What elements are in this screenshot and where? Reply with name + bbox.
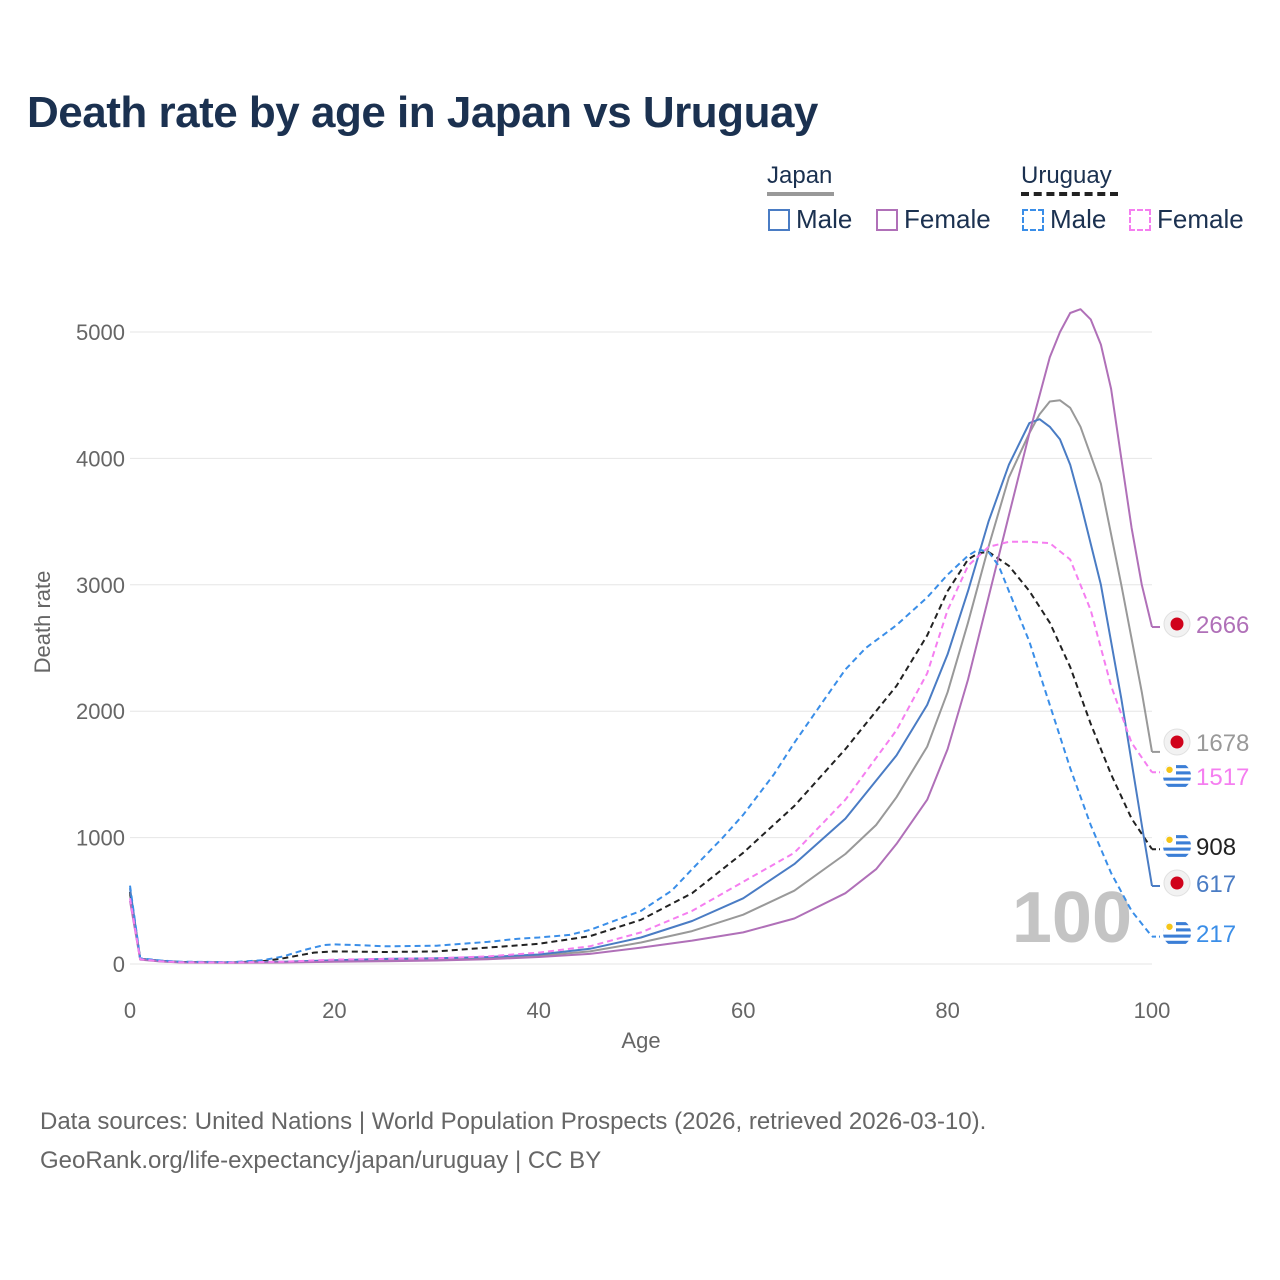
x-tick-label-100: 100 (1134, 998, 1171, 1023)
uruguay-flag-stripe (1163, 928, 1191, 932)
uruguay-flag-stripe (1163, 841, 1191, 845)
x-tick-label-40: 40 (527, 998, 551, 1023)
series-line-uruguay-female (129, 540, 1153, 964)
uruguay-flag-stripe (1163, 832, 1191, 836)
footer-link[interactable]: GeoRank.org/life-expectancy/japan/urugua… (40, 1147, 602, 1174)
uruguay-flag-stripe (1163, 931, 1191, 935)
uruguay-flag-stripe (1163, 925, 1191, 929)
series-line-japan-female (129, 308, 1153, 964)
uruguay-flag-stripe (1163, 835, 1191, 839)
uruguay-flag-stripe (1163, 783, 1191, 788)
end-label-japan-male: 617 (1196, 871, 1236, 898)
uruguay-flag-icon (1163, 762, 1191, 790)
x-tick-label-80: 80 (935, 998, 959, 1023)
legend-item-uruguay-female[interactable]: Female (1129, 204, 1244, 235)
legend-item-uruguay-male[interactable]: Male (1022, 204, 1106, 235)
uruguay-flag-stripe (1163, 856, 1191, 860)
legend-swatch-japan-female (876, 208, 898, 231)
legend-swatch-japan-male (768, 208, 790, 231)
uruguay-flag-stripe (1163, 777, 1191, 781)
uruguay-flag-stripe (1163, 943, 1191, 947)
uruguay-flag-stripe (1163, 765, 1191, 769)
legend-japan-header: Japan (767, 162, 833, 189)
x-tick-label-0: 0 (124, 998, 136, 1023)
end-label-japan-total: 1678 (1196, 730, 1249, 757)
series-line-japan-male (129, 418, 1153, 964)
uruguay-flag-stripe (1163, 850, 1191, 854)
y-tick-label-4000: 4000 (76, 446, 125, 471)
uruguay-flag-stripe (1163, 838, 1191, 842)
x-tick-label-20: 20 (322, 998, 346, 1023)
legend-swatch-uruguay-male (1022, 208, 1044, 231)
legend-japan-line (767, 192, 834, 196)
uruguay-flag-stripe (1163, 844, 1191, 848)
chart-title: Death rate by age in Japan vs Uruguay (27, 88, 818, 137)
series-line-japan-total (129, 399, 1153, 964)
uruguay-flag-icon (1163, 919, 1191, 947)
uruguay-flag-icon (1163, 832, 1191, 860)
y-tick-label-5000: 5000 (76, 320, 125, 345)
uruguay-flag-stripe (1163, 934, 1191, 938)
end-label-uruguay-male: 217 (1196, 921, 1236, 948)
end-label-uruguay-total: 908 (1196, 834, 1236, 861)
legend-label-uruguay-female: Female (1157, 204, 1244, 234)
uruguay-flag-stripe (1163, 780, 1191, 784)
uruguay-flag-stripe (1163, 768, 1191, 772)
uruguay-flag-stripe (1163, 937, 1191, 941)
end-label-japan-female: 2666 (1196, 612, 1249, 639)
legend-swatch-uruguay-female (1129, 208, 1151, 231)
uruguay-flag-stripe (1163, 786, 1191, 790)
uruguay-flag-sun (1166, 923, 1173, 930)
uruguay-flag-stripe (1163, 771, 1191, 775)
legend-label-japan-female: Female (904, 204, 991, 234)
y-tick-label-3000: 3000 (76, 573, 125, 598)
japan-flag-disc (1170, 876, 1184, 890)
legend-item-japan-male[interactable]: Male (768, 204, 852, 235)
x-tick-label-60: 60 (731, 998, 755, 1023)
footer-sources: Data sources: United Nations | World Pop… (40, 1108, 987, 1135)
y-axis-title: Death rate (30, 571, 55, 674)
y-tick-label-2000: 2000 (76, 699, 125, 724)
uruguay-flag-stripe (1163, 940, 1191, 945)
legend-label-uruguay-male: Male (1050, 204, 1107, 234)
y-tick-label-1000: 1000 (76, 826, 125, 851)
legend-uruguay-line (1021, 192, 1118, 196)
japan-flag-disc (1170, 735, 1184, 749)
japan-flag-disc (1170, 617, 1184, 631)
uruguay-flag-sun (1166, 766, 1173, 773)
legend-label-japan-male: Male (796, 204, 853, 234)
uruguay-flag-stripe (1163, 919, 1191, 923)
age-watermark: 100 (1012, 878, 1132, 958)
uruguay-flag-stripe (1163, 762, 1191, 766)
uruguay-flag-stripe (1163, 853, 1191, 858)
y-tick-label-0: 0 (113, 952, 125, 977)
legend-uruguay-header: Uruguay (1021, 162, 1112, 189)
x-axis-title: Age (621, 1028, 660, 1053)
series-line-uruguay-male (129, 548, 1153, 964)
series-line-uruguay-total (129, 550, 1153, 964)
end-label-uruguay-female: 1517 (1196, 764, 1249, 791)
uruguay-flag-stripe (1163, 922, 1191, 926)
uruguay-flag-sun (1166, 836, 1173, 843)
uruguay-flag-stripe (1163, 774, 1191, 778)
uruguay-flag-stripe (1163, 847, 1191, 851)
legend-item-japan-female[interactable]: Female (876, 204, 991, 235)
